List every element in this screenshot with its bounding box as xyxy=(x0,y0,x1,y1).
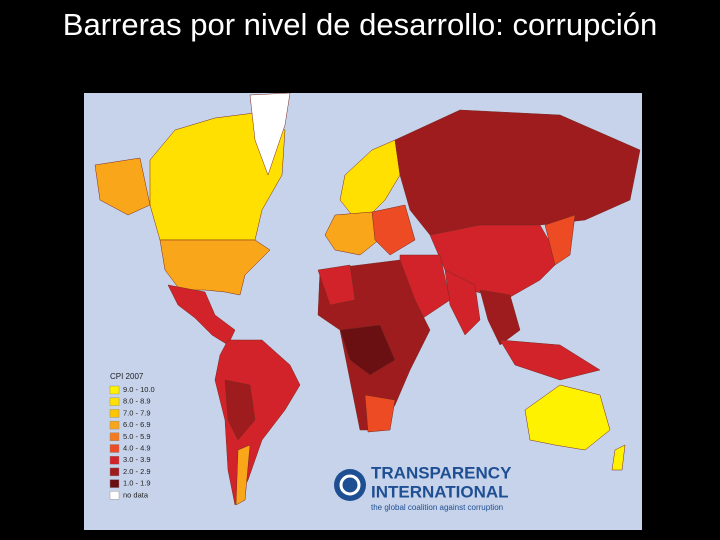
legend-swatch xyxy=(109,385,120,395)
legend-label: 2.0 - 2.9 xyxy=(123,467,151,476)
legend-swatch xyxy=(109,397,120,406)
logo-globe xyxy=(334,469,366,501)
legend-label: 5.0 - 5.9 xyxy=(123,432,151,441)
logo-tagline: the global coalition against corruption xyxy=(371,503,503,512)
legend-label: 4.0 - 4.9 xyxy=(123,443,151,452)
legend-swatch xyxy=(109,456,120,465)
legend-label: 1.0 - 1.9 xyxy=(123,479,151,488)
legend-swatch xyxy=(109,409,120,418)
legend-swatch xyxy=(109,467,120,477)
logo-ring xyxy=(339,474,361,496)
legend-swatch xyxy=(109,444,120,453)
legend-label: 7.0 - 7.9 xyxy=(123,408,151,417)
legend: CPI 2007 9.0 - 10.0 8.0 - 8.9 7.0 - 7.9 6.0… xyxy=(109,372,155,500)
logo-line1: TRANSPARENCY xyxy=(371,463,512,482)
legend-swatch xyxy=(109,491,120,500)
legend-swatch xyxy=(109,432,120,441)
legend-swatch xyxy=(109,420,120,430)
logo-line2: INTERNATIONAL xyxy=(371,482,509,501)
slide-title: Barreras por nivel de desarrollo: corrup… xyxy=(62,7,658,42)
legend-label: 6.0 - 6.9 xyxy=(123,420,151,429)
legend-swatch xyxy=(109,479,120,488)
legend-label: 8.0 - 8.9 xyxy=(123,397,151,406)
legend-label: 9.0 - 10.0 xyxy=(123,385,155,394)
countries xyxy=(94,92,641,506)
legend-label: 3.0 - 3.9 xyxy=(123,455,151,464)
legend-title: CPI 2007 xyxy=(110,372,144,381)
logo: TRANSPARENCY INTERNATIONAL the global co… xyxy=(334,463,512,512)
legend-label: no data xyxy=(123,490,149,499)
